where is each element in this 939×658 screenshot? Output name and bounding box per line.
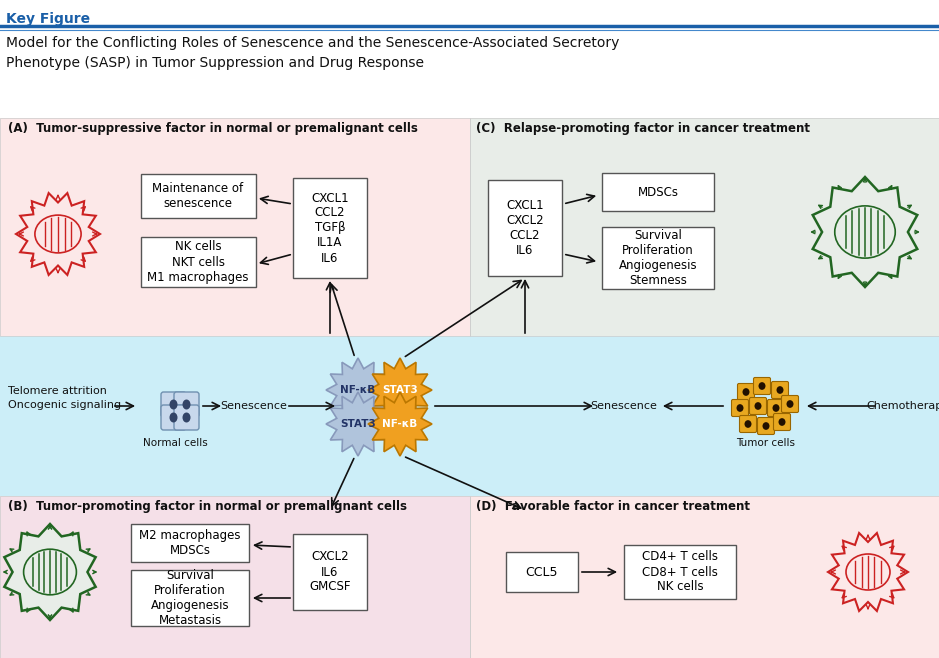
Text: (A)  Tumor-suppressive factor in normal or premalignant cells: (A) Tumor-suppressive factor in normal o… [8, 122, 418, 135]
Bar [0, 118, 470, 336]
Text: STAT3: STAT3 [340, 419, 376, 429]
Text: Senescence: Senescence [221, 401, 287, 411]
Ellipse shape [182, 413, 191, 422]
Bar [470, 118, 939, 336]
Bar [488, 180, 562, 276]
Bar [602, 173, 714, 211]
FancyBboxPatch shape [774, 413, 791, 430]
Ellipse shape [23, 549, 76, 595]
FancyBboxPatch shape [161, 392, 186, 417]
Bar [470, 118, 939, 336]
Polygon shape [812, 177, 917, 287]
Polygon shape [326, 358, 390, 422]
Ellipse shape [846, 554, 890, 590]
FancyBboxPatch shape [174, 405, 199, 430]
Bar [293, 178, 367, 278]
Text: Telomere attrition
Oncogenic signaling: Telomere attrition Oncogenic signaling [8, 386, 121, 411]
Ellipse shape [773, 404, 779, 412]
Text: (D)  Favorable factor in cancer treatment: (D) Favorable factor in cancer treatment [476, 500, 750, 513]
Text: (C)  Relapse-promoting factor in cancer treatment: (C) Relapse-promoting factor in cancer t… [476, 122, 810, 135]
Bar [131, 524, 249, 562]
Bar [293, 534, 367, 610]
Text: CD4+ T cells
CD8+ T cells
NK cells: CD4+ T cells CD8+ T cells NK cells [642, 551, 718, 594]
Bar [602, 227, 714, 289]
Bar [141, 174, 255, 218]
Bar [624, 545, 736, 599]
Ellipse shape [778, 418, 786, 426]
FancyBboxPatch shape [174, 392, 199, 417]
Ellipse shape [170, 413, 177, 422]
Polygon shape [16, 193, 100, 275]
FancyBboxPatch shape [740, 415, 757, 432]
Text: MDSCs: MDSCs [638, 186, 679, 199]
Ellipse shape [182, 399, 191, 409]
FancyBboxPatch shape [767, 399, 784, 417]
Text: Senescence: Senescence [591, 401, 657, 411]
Bar [0, 336, 939, 496]
Bar [0, 496, 470, 658]
Bar [470, 496, 939, 658]
Ellipse shape [787, 400, 793, 408]
Ellipse shape [745, 420, 751, 428]
Text: CXCL2
IL6
GMCSF: CXCL2 IL6 GMCSF [309, 551, 351, 594]
Ellipse shape [755, 402, 762, 410]
FancyBboxPatch shape [731, 399, 748, 417]
FancyBboxPatch shape [758, 417, 775, 434]
Text: M2 macrophages
MDSCs: M2 macrophages MDSCs [139, 529, 240, 557]
Bar [0, 496, 470, 658]
Ellipse shape [736, 404, 744, 412]
Bar [506, 552, 578, 592]
Text: CCL5: CCL5 [526, 565, 559, 578]
Text: Survival
Proliferation
Angiogenesis
Metastasis: Survival Proliferation Angiogenesis Meta… [150, 569, 229, 627]
Ellipse shape [762, 422, 769, 430]
FancyBboxPatch shape [781, 395, 798, 413]
FancyBboxPatch shape [749, 397, 766, 415]
Ellipse shape [743, 388, 749, 396]
Bar [470, 496, 939, 658]
Bar [131, 570, 249, 626]
Ellipse shape [170, 399, 177, 409]
Polygon shape [326, 392, 390, 456]
Text: NF-κB: NF-κB [340, 385, 376, 395]
FancyBboxPatch shape [753, 378, 771, 395]
Text: CXCL1
CXCL2
CCL2
IL6: CXCL1 CXCL2 CCL2 IL6 [506, 199, 544, 257]
Bar [0, 118, 470, 336]
Ellipse shape [777, 386, 783, 394]
Ellipse shape [835, 206, 895, 258]
Text: Survival
Proliferation
Angiogenesis
Stemness: Survival Proliferation Angiogenesis Stem… [619, 229, 698, 287]
Text: Tumor cells: Tumor cells [736, 438, 795, 448]
Text: Model for the Conflicting Roles of Senescence and the Senescence-Associated Secr: Model for the Conflicting Roles of Senes… [6, 36, 620, 70]
Polygon shape [368, 358, 432, 422]
Text: Normal cells: Normal cells [143, 438, 208, 448]
Text: CXCL1
CCL2
TGFβ
IL1A
IL6: CXCL1 CCL2 TGFβ IL1A IL6 [311, 191, 348, 265]
Bar [141, 237, 255, 287]
Ellipse shape [35, 215, 81, 253]
Text: NK cells
NKT cells
M1 macrophages: NK cells NKT cells M1 macrophages [147, 241, 249, 284]
Text: Maintenance of
senescence: Maintenance of senescence [152, 182, 243, 210]
FancyBboxPatch shape [737, 384, 755, 401]
Polygon shape [5, 524, 96, 620]
FancyBboxPatch shape [161, 405, 186, 430]
Text: NF-κB: NF-κB [382, 419, 418, 429]
Ellipse shape [759, 382, 765, 390]
FancyBboxPatch shape [772, 382, 789, 399]
Text: Key Figure: Key Figure [6, 12, 90, 26]
Polygon shape [828, 533, 908, 611]
Text: (B)  Tumor-promoting factor in normal or premalignant cells: (B) Tumor-promoting factor in normal or … [8, 500, 407, 513]
Polygon shape [368, 392, 432, 456]
Text: Chemotherapy: Chemotherapy [867, 401, 939, 411]
Text: STAT3: STAT3 [382, 385, 418, 395]
